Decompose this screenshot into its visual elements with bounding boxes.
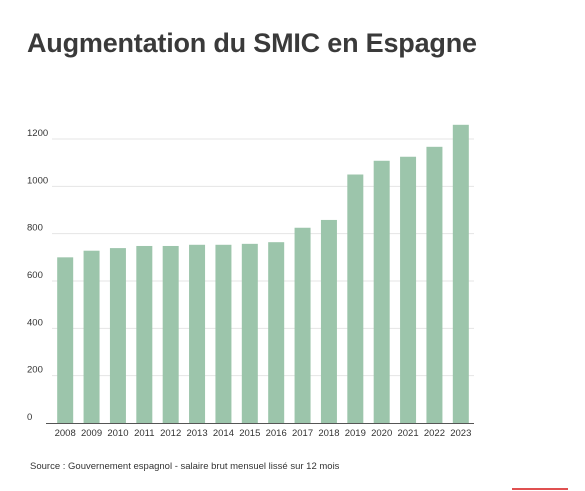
bar-2023	[452, 124, 469, 424]
bar-2009	[83, 250, 100, 423]
x-tick-label: 2011	[134, 428, 154, 439]
x-tick-label: 2016	[266, 428, 287, 439]
x-tick-label: 2013	[186, 428, 207, 439]
y-tick-label: 200	[27, 365, 43, 376]
x-tick-label: 2023	[450, 428, 471, 439]
bar-2017	[294, 227, 311, 423]
bar-2011	[136, 245, 153, 423]
y-axis-ticks: 0 200 400 600 800 1000 1200	[27, 128, 48, 423]
bar-2022	[426, 146, 443, 423]
x-tick-label: 2008	[55, 428, 76, 439]
bar-2014	[215, 244, 232, 423]
bars	[57, 124, 469, 424]
bar-2015	[241, 243, 258, 423]
x-tick-label: 2015	[239, 428, 260, 439]
accent-line	[512, 488, 568, 490]
x-tick-label: 2021	[397, 428, 418, 439]
x-tick-label: 2009	[81, 428, 102, 439]
x-tick-label: 2017	[292, 428, 313, 439]
x-axis-ticks: 2008 2009 2010 2011 2012 2013 2014 2015 2016 2017…	[55, 428, 472, 439]
bar-2021	[400, 156, 417, 423]
bar-2008	[57, 257, 74, 423]
y-tick-label: 600	[27, 270, 43, 281]
x-tick-label: 2020	[371, 428, 392, 439]
bar-2010	[109, 248, 126, 423]
y-tick-label: 1000	[27, 175, 48, 186]
bar-2013	[189, 244, 206, 423]
y-tick-label: 800	[27, 223, 43, 234]
bar-2016	[268, 242, 285, 423]
chart-title: Augmentation du SMIC en Espagne	[27, 28, 477, 58]
bar-2020	[373, 160, 390, 424]
bar-2019	[347, 174, 364, 423]
bar-2018	[320, 219, 337, 423]
x-tick-label: 2014	[213, 428, 234, 439]
bar-2012	[162, 245, 179, 423]
x-tick-label: 2022	[424, 428, 445, 439]
y-tick-label: 0	[27, 412, 32, 423]
x-tick-label: 2018	[318, 428, 339, 439]
x-tick-label: 2019	[345, 428, 366, 439]
source-note: Source : Gouvernement espagnol - salaire…	[30, 461, 340, 472]
x-tick-label: 2010	[107, 428, 128, 439]
x-tick-label: 2012	[160, 428, 181, 439]
y-tick-label: 400	[27, 317, 43, 328]
y-tick-label: 1200	[27, 128, 48, 139]
